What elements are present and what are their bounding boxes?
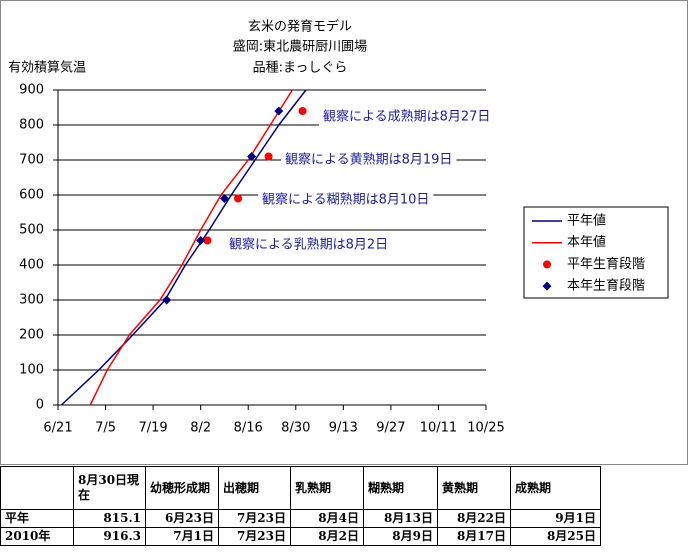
annotation: 観察による成熟期は8月27日 — [323, 109, 490, 125]
table-cell: 7月23日 — [218, 509, 291, 528]
marker — [196, 236, 206, 245]
annotation: 観察による糊熟期は8月10日 — [262, 192, 429, 208]
chart: 玄米の発育モデル 盛岡:東北農研厨川圃場 品種:まっしぐら 有効積算気温 0 10… — [0, 0, 688, 465]
table-cell: 8月4日 — [290, 509, 364, 528]
marker — [274, 106, 284, 116]
y-tick-label: 800 — [19, 118, 44, 133]
y-tick-label: 600 — [19, 188, 44, 203]
annotation-bg — [258, 189, 434, 210]
legend-label: 平年値 — [567, 213, 606, 229]
legend-label: 本年生育段階 — [567, 278, 645, 294]
header-cell: 乳熟期 — [290, 466, 364, 510]
marker — [203, 236, 212, 245]
chart-title: 玄米の発育モデル — [248, 19, 352, 35]
table-cell: 8月9日 — [363, 527, 438, 546]
header-cell: 糊熟期 — [363, 466, 438, 510]
table-cell: 6月23日 — [145, 509, 219, 528]
legend-swatch — [542, 281, 552, 291]
legend-label: 本年値 — [567, 234, 606, 250]
x-tick-label: 7/5 — [95, 421, 116, 436]
y-tick-label: 100 — [19, 363, 44, 378]
marker — [298, 107, 307, 115]
data-table: 8月30日現在 幼穂形成期 出穂期 乳熟期 糊熟期 黄熟期 成熟期 平年 815.… — [0, 466, 601, 546]
y-tick-label: 400 — [19, 258, 44, 273]
marker — [162, 295, 172, 305]
annotation-bg — [225, 234, 393, 255]
y-tick-label: 300 — [19, 293, 44, 308]
annotation-bg — [319, 106, 495, 127]
table-cell: 815.1 — [73, 509, 146, 528]
table-row: 2010年 916.3 7月1日 7月23日 8月2日 8月9日 8月17日 8月25日 — [0, 527, 601, 546]
table-row: 平年 815.1 6月23日 7月23日 8月4日 8月13日 8月22日 9月1日 — [0, 509, 601, 528]
table-cell: 8月13日 — [363, 509, 438, 528]
y-axis-label: 有効積算気温 — [8, 60, 86, 76]
table-header: 8月30日現在 幼穂形成期 出穂期 乳熟期 糊熟期 黄熟期 成熟期 — [0, 466, 601, 510]
table-cell: 7月1日 — [145, 527, 219, 546]
marker — [264, 152, 273, 161]
y-tick-label: 200 — [19, 328, 44, 343]
y-tick-label: 700 — [19, 153, 44, 168]
x-tick-label: 6/21 — [43, 421, 72, 436]
header-cell: 幼穂形成期 — [145, 466, 219, 510]
x-tick-label: 9/27 — [376, 421, 405, 436]
table-cell: 916.3 — [73, 527, 146, 546]
table-cell: 8月22日 — [437, 509, 511, 528]
annotation: 観察による黄熟期は8月19日 — [285, 152, 452, 168]
x-tick-label: 10/25 — [467, 421, 504, 436]
table-cell: 9月1日 — [510, 509, 601, 528]
header-cell: 出穂期 — [218, 466, 291, 510]
marker — [219, 194, 229, 203]
y-tick-label: 500 — [19, 223, 44, 238]
legend-label: 平年生育段階 — [567, 256, 645, 272]
x-tick-label: 8/30 — [281, 421, 310, 436]
header-cell: 成熟期 — [510, 466, 601, 510]
legend-swatch — [543, 260, 551, 269]
y-tick-label: 900 — [19, 83, 44, 98]
x-tick-label: 8/2 — [190, 421, 211, 436]
table-cell: 7月23日 — [218, 527, 291, 546]
chart-subtitle: 盛岡:東北農研厨川圃場 — [233, 39, 367, 55]
x-tick-label: 7/19 — [139, 421, 168, 436]
x-tick-label: 10/11 — [420, 421, 457, 436]
table-cell: 2010年 — [0, 527, 74, 546]
chart-subtitle: 品種:まっしぐら — [253, 60, 348, 76]
marker — [247, 152, 257, 161]
marker — [234, 194, 243, 203]
x-tick-label: 9/13 — [329, 421, 358, 436]
table-cell: 8月17日 — [437, 527, 511, 546]
header-cell: 8月30日現在 — [73, 466, 146, 510]
y-tick-label: 0 — [36, 398, 44, 413]
header-cell: 黄熟期 — [437, 466, 511, 510]
annotation-bg — [281, 149, 457, 170]
line-series — [89, 89, 294, 406]
x-tick-label: 8/16 — [234, 421, 263, 436]
line-series — [60, 89, 307, 406]
table-corner — [0, 466, 74, 510]
table-cell: 8月2日 — [290, 527, 364, 546]
table-cell: 8月25日 — [510, 527, 601, 546]
table-cell: 平年 — [0, 509, 74, 528]
annotation: 観察による乳熟期は8月2日 — [229, 237, 388, 253]
